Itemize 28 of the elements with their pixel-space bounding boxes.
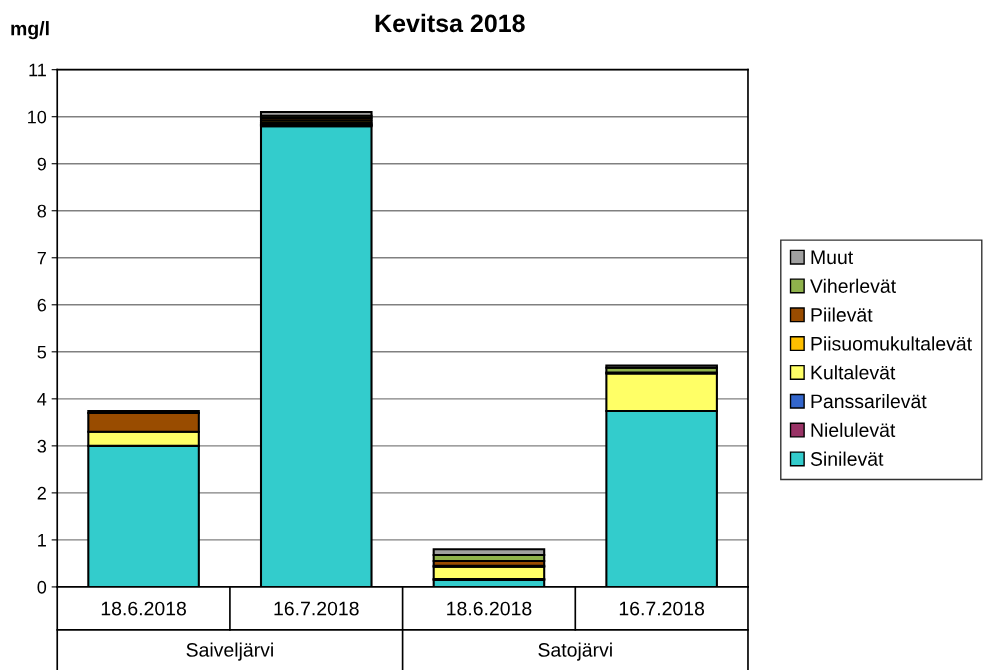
text: Satojärvi — [538, 642, 612, 661]
y-tick-label: 5 — [37, 345, 47, 359]
legend-label: Kultalevät — [811, 365, 896, 380]
y-tick-label: 3 — [37, 439, 47, 453]
legend-label: Muut — [811, 250, 854, 265]
y-tick-label: 11 — [29, 63, 46, 77]
x-tick-label: 18.6.2018 — [447, 601, 532, 616]
legend-label: Panssarilevät — [811, 393, 927, 409]
y-tick-label: 2 — [37, 486, 46, 500]
legend-label: Nielulevät — [811, 422, 896, 438]
y-tick-label: 8 — [37, 204, 47, 218]
x-tick-label: 16.7.2018 — [619, 601, 705, 616]
x-tick-label: 16.7.2018 — [274, 601, 359, 616]
legend-label: Viherlevät — [810, 278, 896, 293]
y-tick-label: 4 — [37, 392, 47, 406]
y-tick-label: 1 — [38, 534, 46, 547]
y-tick-label: 6 — [37, 298, 47, 312]
y-tick-label: 9 — [37, 157, 46, 171]
legend-label: Sinilevät — [810, 451, 884, 466]
chart-title: Kevitsa 2018 — [375, 13, 525, 33]
y-tick-label: 7 — [37, 251, 46, 265]
y-axis-title: mg/l — [11, 21, 49, 40]
x-tick-label: 18.6.2018 — [101, 601, 186, 616]
legend-label: Piisuomukultalevät — [811, 336, 972, 351]
text: Saiveljärvi — [186, 642, 273, 661]
legend-label: Piilevät — [811, 307, 873, 322]
y-tick-label: 0 — [37, 580, 47, 594]
y-tick-label: 10 — [28, 110, 47, 124]
